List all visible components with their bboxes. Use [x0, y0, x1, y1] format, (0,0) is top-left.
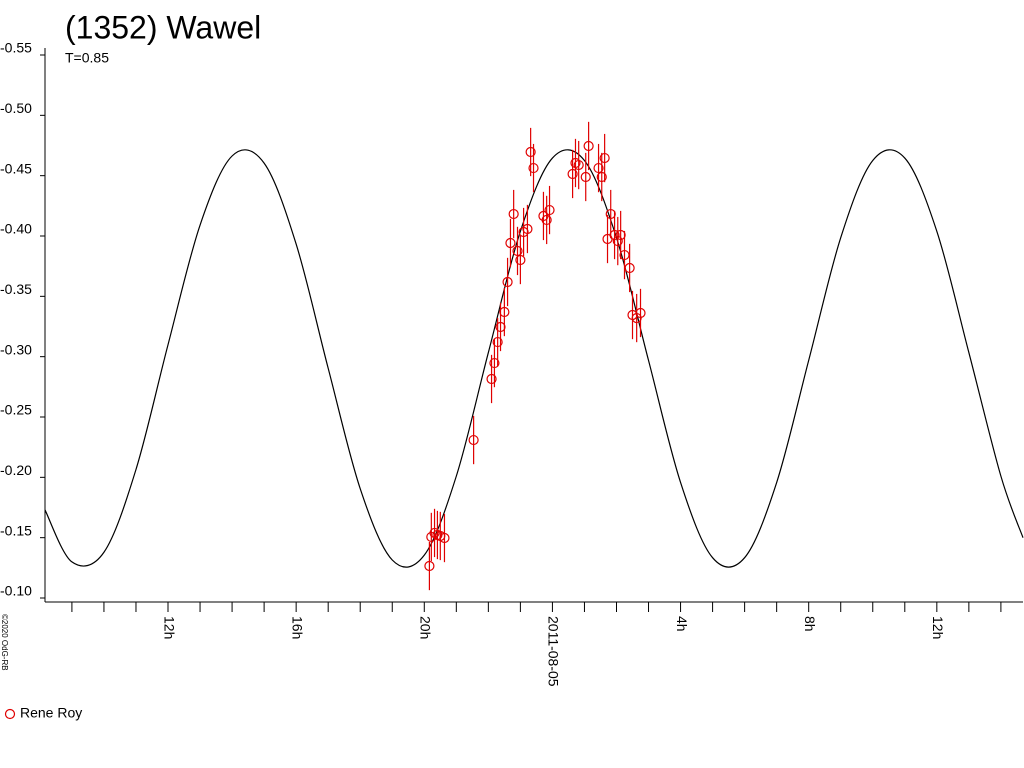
data-point [583, 140, 594, 152]
copyright: ©2020 OdG-RB [0, 614, 9, 671]
data-point [528, 162, 539, 174]
data-point [573, 159, 584, 171]
data-point [624, 262, 635, 274]
data-point [631, 312, 642, 324]
chart-subtitle: T=0.85 [65, 50, 109, 66]
data-point [492, 336, 503, 348]
data-point [512, 245, 523, 257]
y-tick-label: -0.55 [0, 40, 32, 56]
y-tick-label: -0.40 [0, 221, 32, 237]
data-point [515, 254, 526, 266]
y-tick-label: -0.10 [0, 583, 32, 599]
legend-marker [4, 708, 16, 720]
data-point [499, 306, 510, 318]
data-point [593, 162, 604, 174]
x-tick-label: 16h [289, 616, 305, 639]
data-point [468, 434, 479, 446]
y-tick-label: -0.50 [0, 100, 32, 116]
data-point [502, 276, 513, 288]
x-tick-label: 12h [161, 616, 177, 639]
data-point [609, 229, 620, 241]
y-tick-label: -0.15 [0, 522, 32, 538]
y-tick-label: -0.25 [0, 402, 32, 418]
x-tick-label: 12h [930, 616, 946, 639]
data-point [424, 560, 435, 572]
data-point [619, 249, 630, 261]
x-tick-label: 8h [802, 616, 818, 632]
data-point [541, 214, 552, 226]
x-tick-label: 2011-08-05 [546, 616, 562, 687]
data-point [570, 157, 581, 169]
fit-curve [44, 149, 1024, 568]
data-point [525, 146, 536, 158]
data-point [489, 357, 500, 369]
legend-label: Rene Roy [20, 705, 82, 721]
data-point [635, 307, 646, 319]
data-point [596, 171, 607, 183]
data-point [605, 208, 616, 220]
data-point [522, 223, 533, 235]
chart-title: (1352) Wawel [65, 9, 261, 45]
data-point [429, 527, 440, 539]
y-tick-label: -0.45 [0, 160, 32, 176]
data-point [580, 171, 591, 183]
data-point [612, 235, 623, 247]
data-point [544, 204, 555, 216]
data-point [599, 152, 610, 164]
y-tick-label: -0.30 [0, 341, 32, 357]
data-point [508, 208, 519, 220]
data-point [567, 168, 578, 180]
data-point [486, 373, 497, 385]
y-tick-label: -0.35 [0, 281, 32, 297]
x-tick-label: 4h [674, 616, 690, 632]
y-tick-label: -0.20 [0, 462, 32, 478]
x-tick-label: 20h [418, 616, 434, 639]
data-point [615, 229, 626, 241]
data-point [505, 237, 516, 249]
data-point [495, 321, 506, 333]
data-point [439, 532, 450, 544]
